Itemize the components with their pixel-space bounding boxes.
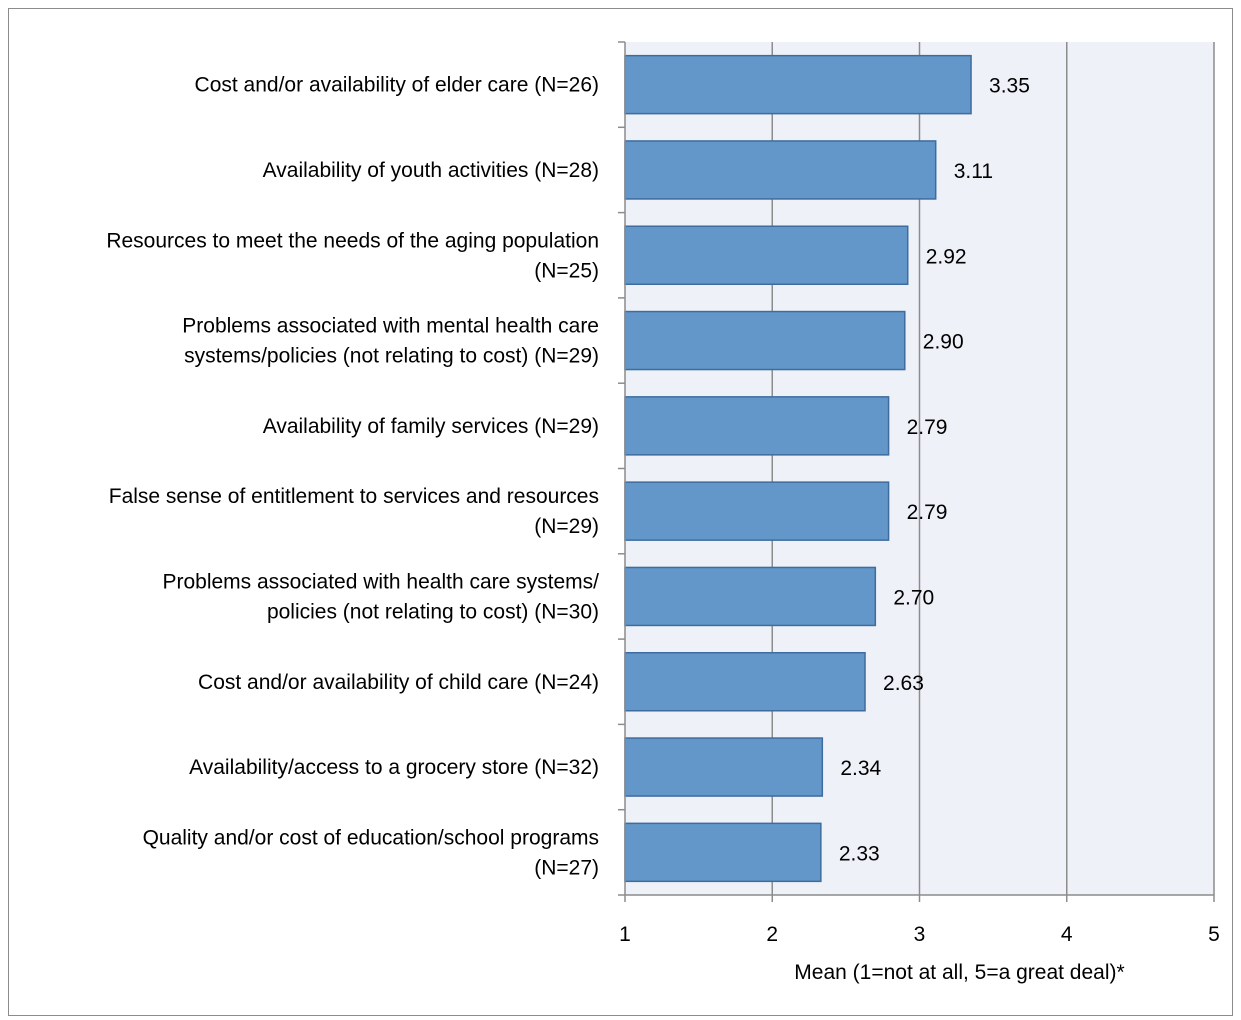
bar [624,737,824,797]
value-label: 2.33 [839,842,880,865]
category-label: Availability of family services (N=29) [263,415,599,438]
value-label: 2.63 [883,672,924,695]
category-label: False sense of entitlement to services a… [109,485,599,538]
value-label: 2.90 [923,331,964,354]
category-label-line: Availability of family services (N=29) [263,415,599,438]
axes [618,41,1215,902]
category-label-line: Quality and/or cost of education/school … [143,826,599,849]
category-label: Resources to meet the needs of the aging… [106,229,599,282]
value-label: 2.79 [907,416,948,439]
bar [624,651,866,712]
bar [624,566,877,627]
category-labels: Cost and/or availability of elder care (… [106,74,599,880]
category-label-line: Problems associated with health care sys… [162,570,599,593]
x-tick-label: 5 [1208,923,1220,946]
category-label-line: Cost and/or availability of elder care (… [195,74,599,97]
category-label-line: systems/policies (not relating to cost) … [184,345,599,368]
bar [624,54,972,115]
x-tick-label: 3 [914,923,926,946]
category-label: Availability of youth activities (N=28) [263,159,599,182]
category-label: Availability/access to a grocery store (… [189,756,599,779]
bar [624,310,906,371]
category-label-line: Resources to meet the needs of the aging… [106,229,599,252]
value-label: 2.79 [907,501,948,524]
category-label-line: Cost and/or availability of child care (… [198,671,599,694]
category-label-line: policies (not relating to cost) (N=30) [267,600,599,623]
bar [624,140,937,200]
category-label: Problems associated with mental health c… [182,315,599,368]
value-label: 3.35 [989,75,1030,98]
category-label: Cost and/or availability of elder care (… [195,74,599,97]
value-label: 2.34 [840,757,881,780]
category-label-line: (N=27) [534,856,599,879]
bar [624,481,890,541]
category-label: Problems associated with health care sys… [162,570,599,623]
x-tick-label: 1 [619,923,631,946]
bar [624,225,909,286]
x-tick-labels: 1 2 3 4 5 [619,923,1220,946]
category-label-line: Availability of youth activities (N=28) [263,159,599,182]
x-axis-title: Mean (1=not at all, 5=a great deal)* [794,961,1124,984]
x-tick-label: 4 [1061,923,1073,946]
category-label-line: (N=25) [534,259,599,282]
value-label: 2.70 [893,586,934,609]
x-tick-label: 2 [766,923,778,946]
category-label: Quality and/or cost of education/school … [143,826,599,879]
value-label: 3.11 [954,160,993,183]
category-label-line: False sense of entitlement to services a… [109,485,599,508]
category-label-line: (N=29) [534,515,599,538]
category-label: Cost and/or availability of child care (… [198,671,599,694]
bar [624,822,822,883]
category-label-line: Problems associated with mental health c… [182,315,599,338]
bars [624,54,972,883]
bar [624,396,890,456]
value-label: 2.92 [926,245,967,268]
value-labels: 3.35 3.11 2.92 2.90 2.79 2.79 2.70 2.63 2.34 2.33 [839,75,1030,866]
category-label-line: Availability/access to a grocery store (… [189,756,599,779]
